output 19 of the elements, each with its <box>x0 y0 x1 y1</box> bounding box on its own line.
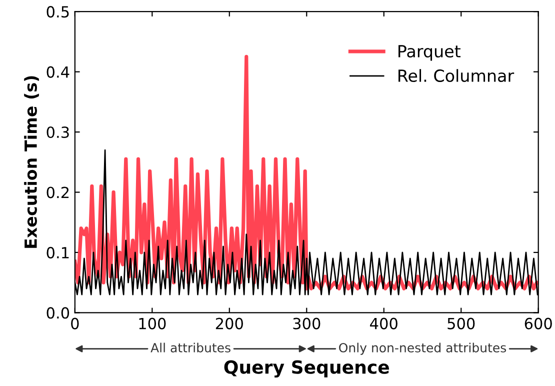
legend-label: Rel. Columnar <box>398 69 514 82</box>
y-tick-label: 0.4 <box>46 66 70 78</box>
y-tick-label: 0.5 <box>46 6 69 18</box>
text: All attributes <box>150 342 230 352</box>
y-tick-label: 0.2 <box>46 186 69 198</box>
x-tick-label: 0 <box>71 318 79 330</box>
y-axis-title: Execution Time (s) <box>24 76 39 248</box>
y-tick-label: 0.1 <box>46 246 69 258</box>
x-axis-title: Query Sequence <box>224 360 390 378</box>
legend-label: Parquet <box>398 45 460 61</box>
text: Only non-nested attributes <box>339 342 506 355</box>
x-tick-label: 100 <box>139 318 166 330</box>
x-tick-label: 500 <box>448 318 475 330</box>
y-tick-label: 0.3 <box>46 126 69 138</box>
y-tick-label: 0.0 <box>46 307 70 319</box>
x-tick-label: 200 <box>216 318 243 330</box>
x-tick-label: 300 <box>293 318 320 330</box>
x-tick-label: 400 <box>370 318 398 330</box>
x-tick-label: 600 <box>524 318 552 330</box>
